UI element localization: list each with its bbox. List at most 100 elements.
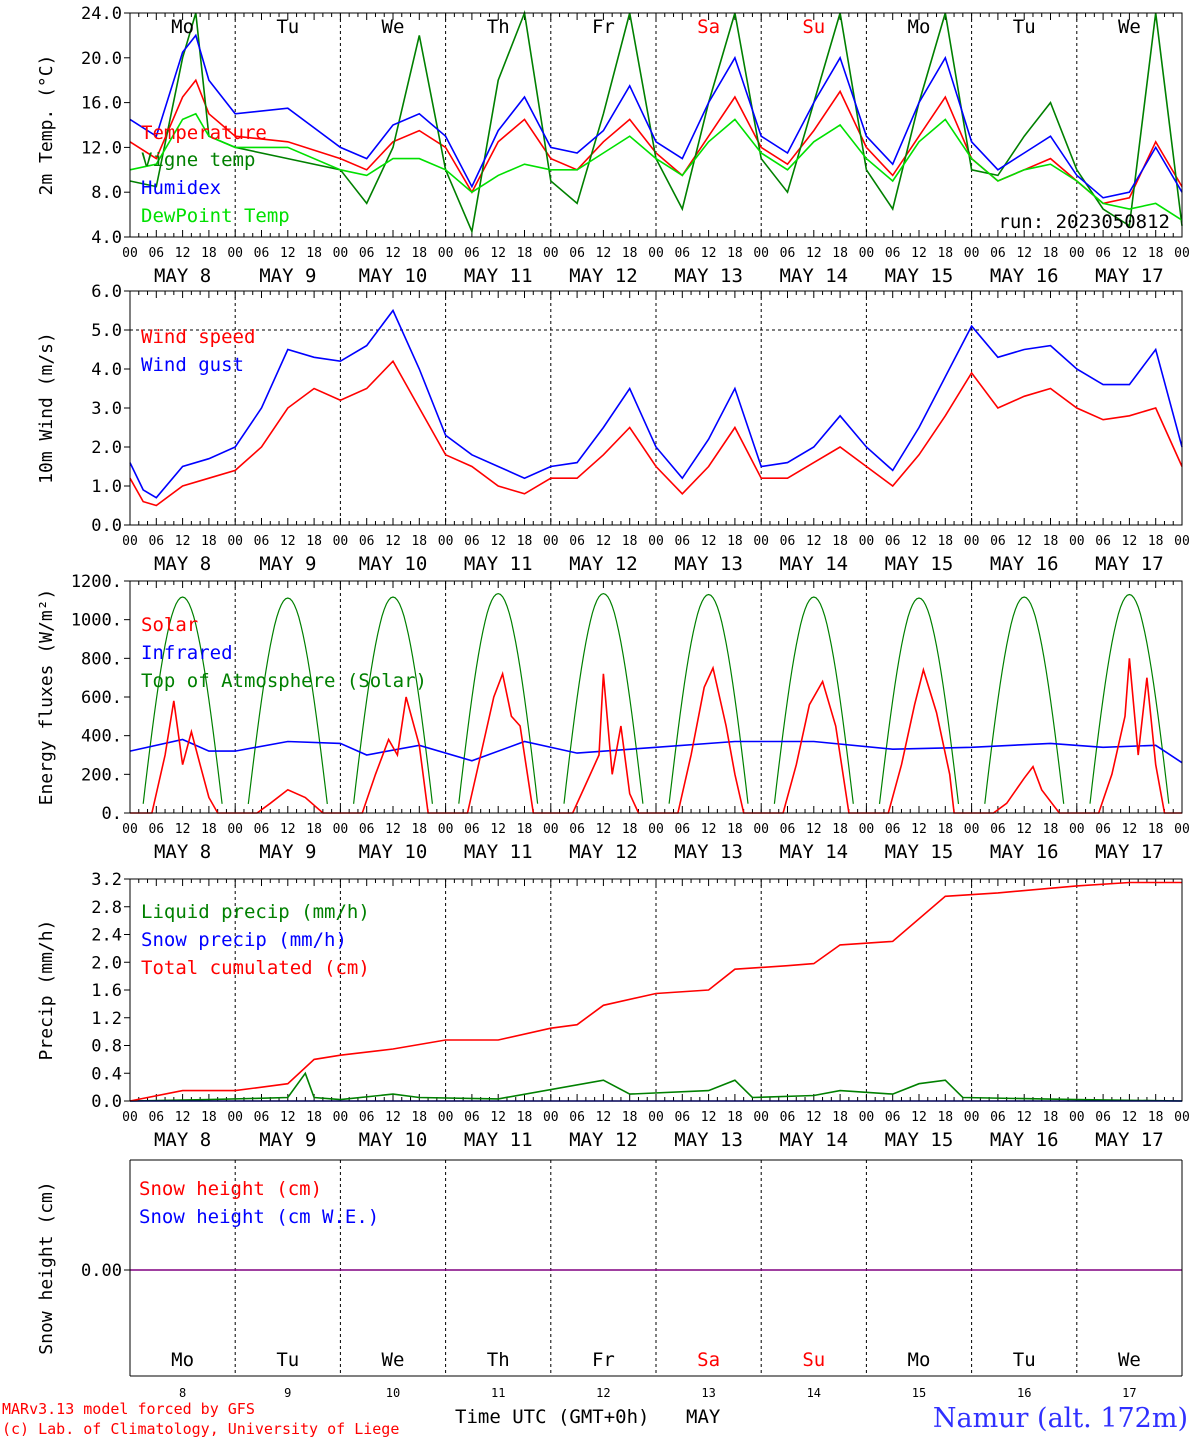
hour-tick-label: 06 <box>885 534 901 549</box>
hour-tick-label: 18 <box>937 246 953 261</box>
hour-tick-label: 00 <box>333 822 349 837</box>
hour-tick-label: 18 <box>201 1110 217 1125</box>
hour-tick-label: 06 <box>464 534 480 549</box>
date-label: MAY 15 <box>885 265 954 287</box>
hour-tick-label: 00 <box>438 1110 454 1125</box>
hour-tick-label: 00 <box>1069 246 1085 261</box>
hour-tick-label: 06 <box>569 822 585 837</box>
credit-line: (c) Lab. of Climatology, University of L… <box>2 1420 399 1438</box>
hour-tick-label: 12 <box>1016 1110 1032 1125</box>
y-tick-label: 1200. <box>71 572 122 592</box>
hour-tick-label: 12 <box>385 534 401 549</box>
hour-tick-label: 06 <box>569 1110 585 1125</box>
hour-tick-label: 12 <box>385 246 401 261</box>
date-label: MAY 9 <box>259 841 316 863</box>
hour-tick-label: 18 <box>306 1110 322 1125</box>
date-label: MAY 14 <box>779 1129 848 1151</box>
hour-tick-label: 00 <box>1174 246 1190 261</box>
hour-tick-label: 12 <box>911 822 927 837</box>
weekday-label: Mo <box>908 1349 931 1371</box>
date-label: MAY 8 <box>154 265 211 287</box>
date-label: MAY 13 <box>674 1129 743 1151</box>
hour-tick-label: 00 <box>753 822 769 837</box>
hour-tick-label: 06 <box>674 534 690 549</box>
legend-entry: Temperature <box>141 122 267 144</box>
hour-tick-label: 00 <box>227 534 243 549</box>
hour-tick-label: 00 <box>964 1110 980 1125</box>
weekday-label: Sa <box>697 16 720 38</box>
date-label: MAY 12 <box>569 265 638 287</box>
weekday-label: We <box>1118 16 1141 38</box>
series-line-wind-speed <box>129 359 1183 507</box>
hour-tick-label: 06 <box>990 246 1006 261</box>
hour-tick-label: 00 <box>122 1110 138 1125</box>
y-tick-label: 800. <box>81 649 122 669</box>
hour-tick-label: 06 <box>885 246 901 261</box>
legend-entry: Vigne temp <box>141 149 255 171</box>
y-tick-label: 8.0 <box>91 183 122 203</box>
y-tick-label: 1.6 <box>91 981 122 1001</box>
hour-tick-label: 12 <box>701 246 717 261</box>
hour-tick-label: 18 <box>832 1110 848 1125</box>
hour-tick-label: 18 <box>622 1110 638 1125</box>
hour-tick-label: 00 <box>1069 534 1085 549</box>
day-number-label: 12 <box>596 1386 610 1400</box>
hour-tick-label: 06 <box>674 246 690 261</box>
hour-tick-label: 00 <box>227 1110 243 1125</box>
day-number-label: 13 <box>701 1386 715 1400</box>
hour-tick-label: 06 <box>569 246 585 261</box>
date-label: MAY 13 <box>674 841 743 863</box>
y-axis-label: Energy fluxes (W/m²) <box>36 589 57 806</box>
y-axis-label: 10m Wind (m/s) <box>36 332 57 484</box>
hour-tick-label: 18 <box>517 534 533 549</box>
y-tick-label: 400. <box>81 727 122 747</box>
hour-tick-label: 12 <box>911 1110 927 1125</box>
date-label: MAY 11 <box>464 265 533 287</box>
month-label: MAY <box>686 1406 721 1428</box>
day-number-label: 10 <box>386 1386 400 1400</box>
hour-tick-label: 06 <box>1095 534 1111 549</box>
weekday-label: Th <box>487 1349 510 1371</box>
legend-entry: Solar <box>141 614 198 636</box>
hour-tick-label: 00 <box>1174 822 1190 837</box>
y-tick-label: 1000. <box>71 611 122 631</box>
y-tick-label: 5.0 <box>91 321 122 341</box>
hour-tick-label: 18 <box>832 822 848 837</box>
hour-tick-label: 18 <box>1148 534 1164 549</box>
date-label: MAY 17 <box>1095 1129 1164 1151</box>
hour-tick-label: 18 <box>937 534 953 549</box>
hour-tick-label: 06 <box>1095 822 1111 837</box>
legend-entry: Humidex <box>141 177 221 199</box>
hour-tick-label: 06 <box>254 534 270 549</box>
hour-tick-label: 18 <box>1148 246 1164 261</box>
hour-tick-label: 12 <box>280 534 296 549</box>
date-label: MAY 15 <box>885 1129 954 1151</box>
hour-tick-label: 06 <box>254 246 270 261</box>
hour-tick-label: 12 <box>596 822 612 837</box>
y-tick-label: 24.0 <box>81 4 122 24</box>
hour-tick-label: 18 <box>306 246 322 261</box>
hour-tick-label: 00 <box>964 246 980 261</box>
date-label: MAY 9 <box>259 1129 316 1151</box>
hour-tick-label: 00 <box>227 822 243 837</box>
hour-tick-label: 00 <box>333 246 349 261</box>
date-label: MAY 12 <box>569 1129 638 1151</box>
y-tick-label: 1.0 <box>91 477 122 497</box>
hour-tick-label: 12 <box>1016 534 1032 549</box>
hour-tick-label: 06 <box>148 1110 164 1125</box>
hour-tick-label: 12 <box>596 1110 612 1125</box>
hour-tick-label: 18 <box>727 246 743 261</box>
hour-tick-label: 12 <box>280 822 296 837</box>
date-label: MAY 17 <box>1095 841 1164 863</box>
y-tick-label: 0.4 <box>91 1064 122 1084</box>
y-tick-label: 1.2 <box>91 1009 122 1029</box>
date-label: MAY 11 <box>464 553 533 575</box>
hour-tick-label: 12 <box>385 1110 401 1125</box>
y-tick-label: 0.0 <box>91 516 122 536</box>
hour-tick-label: 00 <box>964 534 980 549</box>
date-label: MAY 15 <box>885 553 954 575</box>
hour-tick-label: 12 <box>596 246 612 261</box>
hour-tick-label: 06 <box>780 822 796 837</box>
weekday-label: Mo <box>171 1349 194 1371</box>
